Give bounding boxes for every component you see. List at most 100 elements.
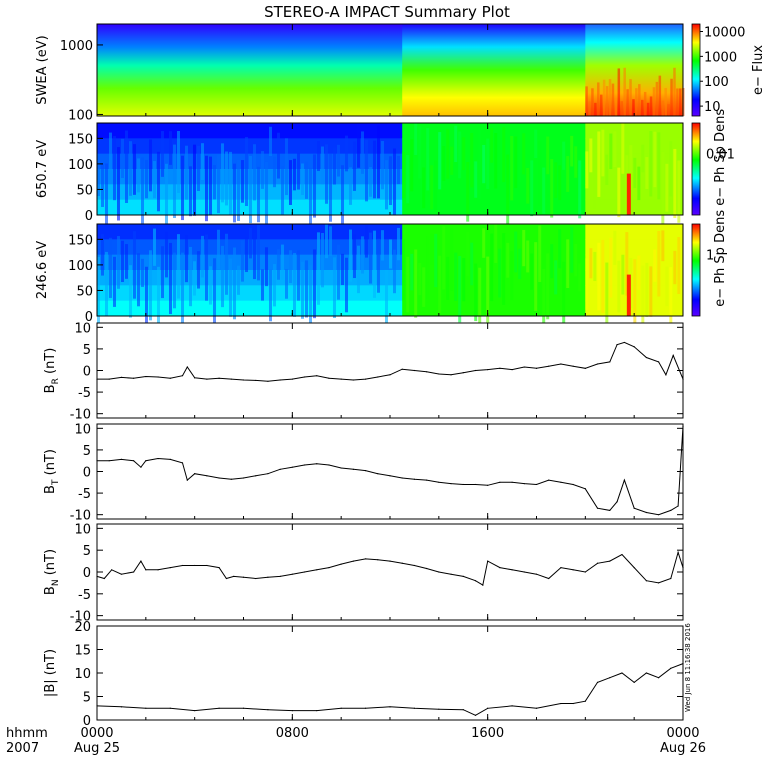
pad650-streak — [237, 159, 240, 221]
y-tick-label: 1000 — [60, 39, 93, 54]
y-tick-label: 5 — [83, 691, 91, 706]
pad650-streak — [613, 131, 617, 168]
pad650-streak — [317, 140, 320, 172]
swea-streak — [602, 79, 606, 116]
bmag-data-point — [584, 700, 586, 702]
pad650-streak — [478, 128, 482, 199]
br-data-point — [523, 366, 525, 368]
y-axis-label: SWEA (eV) — [35, 35, 50, 104]
pad246-streak — [149, 250, 152, 321]
bn-data-point — [120, 573, 123, 575]
pad650-streak — [145, 159, 148, 199]
y-tick-label: -5 — [78, 386, 91, 401]
y-axis-label: BR (nT) — [43, 348, 61, 394]
y-tick-label: 0 — [83, 466, 91, 481]
pad246-streak — [121, 240, 124, 283]
bn-data-point — [181, 564, 184, 567]
br-data-point — [609, 361, 611, 363]
bmag-data-point — [474, 714, 477, 716]
pad650-streak — [446, 129, 450, 179]
pad246-streak — [317, 232, 320, 305]
bn-data-point — [140, 560, 142, 562]
pad650-streak — [353, 141, 356, 191]
pad650-streak — [558, 165, 562, 201]
pad650-streak — [257, 166, 260, 223]
pad246-hotspot — [626, 274, 631, 316]
pad246-streak — [458, 256, 462, 323]
pad246-streak — [345, 257, 348, 313]
pad650-streak — [269, 126, 272, 157]
pad650-streak — [494, 132, 498, 189]
bn-data-point — [523, 571, 525, 573]
pad650-streak — [221, 143, 224, 203]
y-tick-label: 15 — [74, 644, 91, 659]
pad650-streak — [578, 160, 582, 219]
y-tick-label: 5 — [83, 444, 91, 459]
bn-data-point — [328, 567, 330, 569]
bt-data-point — [140, 466, 142, 468]
br-data-point — [181, 375, 184, 377]
pad246-streak — [361, 236, 364, 274]
x-tick-label: 1600 — [471, 726, 504, 741]
bt-data-point — [548, 479, 550, 481]
bn-data-point — [352, 560, 354, 562]
pad246-streak — [141, 258, 144, 287]
bt-data-point — [267, 473, 269, 475]
bn-data-point — [103, 577, 105, 580]
bmag-data-point — [169, 707, 171, 709]
bn-data-point — [233, 575, 235, 577]
pad650-streak — [466, 161, 470, 222]
pad246-streak — [562, 261, 566, 330]
bn-data-point — [548, 577, 550, 580]
bt-data-point — [120, 458, 123, 461]
pad246-streak — [373, 230, 376, 298]
bmag-data-point — [682, 663, 684, 665]
pad246-streak — [462, 258, 466, 302]
y-tick-label: 100 — [68, 158, 93, 173]
pad246-streak — [109, 237, 112, 298]
bn-data-point — [145, 569, 147, 571]
pad246-streak — [189, 246, 192, 307]
pad650-streak — [137, 158, 140, 193]
pad246-streak — [502, 233, 506, 305]
bn-data-point — [450, 573, 452, 575]
pad246-streak — [530, 253, 534, 290]
bmag-data-point — [511, 705, 513, 707]
pad650-streak — [389, 156, 392, 206]
pad650-streak — [285, 138, 288, 196]
pad650-streak — [661, 151, 665, 226]
pad650-streak — [261, 151, 264, 189]
y-tick-label: -10 — [70, 610, 91, 625]
pad650-streak — [665, 163, 669, 212]
pad246-streak — [657, 230, 661, 297]
bn-data-point — [401, 562, 403, 564]
bn-data-point — [677, 551, 679, 553]
pad246-streak — [369, 232, 372, 284]
pad650-streak — [506, 154, 510, 227]
pad246-band — [97, 300, 403, 317]
pad650-streak — [490, 128, 494, 163]
pad650-streak — [265, 161, 268, 231]
pad246-streak — [474, 263, 478, 322]
pad650-streak — [542, 167, 546, 214]
panel-bn: -10 -5 0 5 10 BN (nT) — [43, 522, 684, 625]
bmag-data-point — [621, 672, 623, 674]
br-data-point — [340, 378, 342, 380]
bt-data-point — [584, 488, 586, 490]
pad650-streak — [597, 131, 601, 197]
pad650-streak — [629, 145, 633, 190]
pad650-streak — [393, 148, 396, 215]
bn-data-point — [377, 559, 379, 561]
pad246-streak — [113, 256, 116, 307]
y-tick-label: 150 — [68, 132, 93, 147]
bn-data-point — [426, 567, 428, 570]
br-data-point — [157, 376, 159, 378]
bn-data-point — [609, 560, 611, 562]
pad650-streak — [454, 125, 458, 163]
bn-data-point — [303, 571, 306, 573]
pad650-streak — [397, 155, 400, 185]
swea-streak — [670, 78, 673, 116]
pad650-streak — [482, 144, 486, 184]
pad650-streak — [229, 151, 232, 215]
